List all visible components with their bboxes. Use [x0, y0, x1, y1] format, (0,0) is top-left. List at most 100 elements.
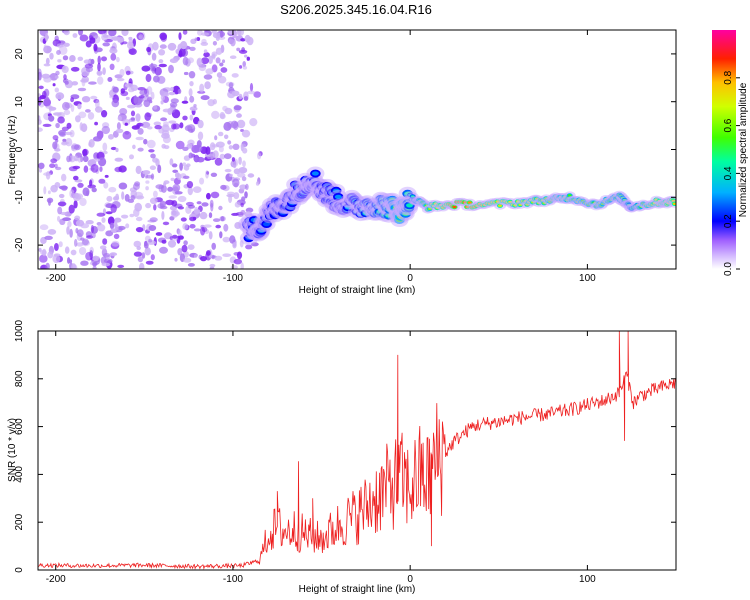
- noise-blob: [200, 32, 210, 36]
- noise-blob: [183, 155, 191, 161]
- noise-blob: [92, 262, 97, 267]
- noise-blob: [79, 247, 87, 255]
- noise-blob: [158, 63, 167, 68]
- noise-blob: [109, 222, 115, 229]
- noise-blob: [72, 33, 78, 38]
- noise-blob: [159, 44, 167, 49]
- noise-blob: [240, 202, 244, 208]
- noise-blob: [136, 245, 141, 251]
- noise-blob: [206, 250, 211, 256]
- noise-blob: [194, 37, 198, 41]
- noise-blob: [196, 201, 202, 205]
- noise-blob: [118, 182, 128, 190]
- noise-blob: [182, 30, 188, 35]
- noise-blob: [160, 100, 164, 105]
- noise-blob: [54, 75, 59, 79]
- noise-blob: [52, 254, 61, 264]
- noise-blob: [241, 129, 251, 138]
- y-tick-label: 0: [14, 567, 25, 573]
- noise-blob: [67, 257, 71, 264]
- noise-blob: [155, 232, 163, 236]
- noise-blob: [39, 224, 49, 231]
- noise-blob: [79, 34, 89, 42]
- noise-blob: [210, 191, 220, 199]
- noise-blob: [232, 164, 237, 169]
- noise-blob: [74, 238, 78, 247]
- noise-blob: [80, 260, 89, 266]
- noise-blob: [205, 146, 211, 156]
- noise-blob: [219, 62, 224, 67]
- noise-blob: [146, 46, 152, 53]
- noise-blob: [57, 215, 61, 222]
- noise-blob: [143, 99, 151, 108]
- noise-blob: [200, 226, 206, 236]
- noise-blob: [70, 66, 80, 72]
- snr-x-label: Height of straight line (km): [299, 584, 416, 595]
- noise-blob: [196, 58, 201, 66]
- noise-blob: [83, 165, 89, 173]
- noise-blob: [153, 121, 161, 126]
- noise-blob: [70, 97, 74, 103]
- noise-blob: [192, 186, 202, 194]
- noise-blob: [211, 144, 220, 148]
- noise-blob: [124, 83, 134, 88]
- y-tick-label: -20: [14, 237, 25, 252]
- noise-blob: [219, 153, 226, 160]
- noise-blob: [236, 119, 246, 129]
- noise-blob: [237, 213, 244, 217]
- noise-blob: [215, 35, 220, 41]
- noise-blob: [193, 228, 201, 232]
- noise-blob: [73, 175, 79, 181]
- noise-blob: [138, 34, 144, 40]
- noise-blob: [181, 244, 188, 253]
- noise-blob: [214, 255, 223, 261]
- noise-blob: [236, 47, 241, 52]
- noise-blob: [186, 163, 191, 167]
- spectrogram-x-label: Height of straight line (km): [299, 285, 416, 296]
- noise-blob: [160, 94, 165, 101]
- noise-blob: [134, 181, 141, 187]
- noise-blob: [102, 238, 108, 245]
- noise-blob: [40, 249, 47, 256]
- noise-blob: [117, 264, 125, 268]
- noise-blob: [88, 81, 97, 85]
- noise-blob: [177, 88, 182, 94]
- noise-blob: [160, 117, 168, 122]
- noise-blob: [78, 111, 87, 119]
- noise-blob: [220, 67, 228, 73]
- noise-blob: [257, 152, 262, 160]
- noise-blob: [211, 110, 220, 119]
- noise-blob: [97, 224, 106, 232]
- noise-blob: [141, 252, 146, 259]
- spectrogram-x-ticks: -200 -100 0 100: [46, 30, 596, 284]
- noise-blob: [77, 156, 82, 163]
- noise-blob: [96, 212, 106, 217]
- noise-blob: [211, 242, 216, 250]
- noise-blob: [121, 30, 129, 37]
- noise-blob: [224, 107, 233, 115]
- noise-blob: [64, 246, 70, 254]
- noise-blob: [227, 30, 235, 35]
- noise-blob: [82, 187, 90, 196]
- colorbar-tick-label: 0.4: [723, 166, 734, 180]
- noise-blob: [139, 95, 145, 99]
- noise-blob: [99, 245, 107, 250]
- noise-blob: [253, 91, 261, 98]
- noise-blob: [112, 86, 119, 93]
- noise-blob: [151, 52, 157, 61]
- noise-blob: [236, 251, 243, 260]
- noise-blob: [196, 37, 201, 41]
- noise-blob: [118, 165, 127, 173]
- noise-blob: [234, 201, 241, 208]
- noise-blob: [68, 204, 75, 214]
- noise-blob: [110, 53, 117, 61]
- noise-blob: [43, 76, 52, 83]
- noise-blob: [150, 254, 155, 261]
- spectrogram-y-ticks: -20 -10 0 10 20: [14, 48, 676, 252]
- y-tick-label: 1000: [14, 319, 25, 342]
- noise-blob: [135, 227, 144, 233]
- noise-blob: [226, 193, 235, 198]
- noise-blob: [169, 158, 174, 166]
- noise-blob: [238, 188, 245, 194]
- noise-blob: [116, 78, 125, 82]
